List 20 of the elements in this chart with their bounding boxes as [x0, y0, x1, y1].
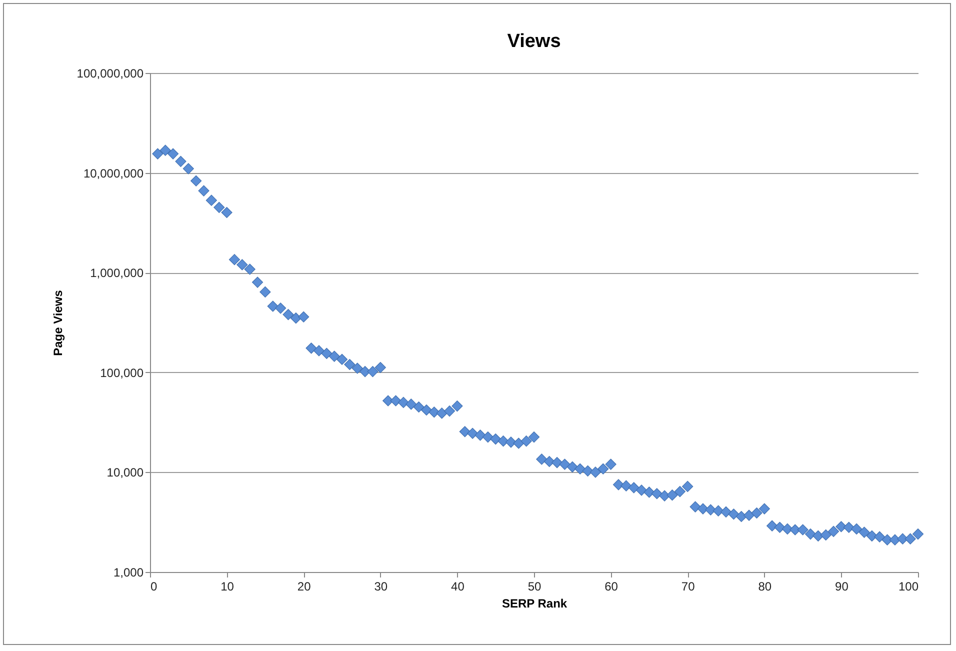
y-tick-label: 100,000: [100, 366, 144, 380]
x-tick-label: 30: [374, 580, 388, 594]
x-tick-label: 90: [835, 580, 849, 594]
x-axis-title: SERP Rank: [502, 596, 568, 610]
y-tick-label: 10,000: [106, 466, 144, 480]
x-tick-label: 10: [220, 580, 234, 594]
x-tick-label: 60: [604, 580, 618, 594]
y-tick-label: 1,000: [113, 566, 144, 580]
x-tick-label: 40: [451, 580, 465, 594]
x-tick-label: 80: [758, 580, 772, 594]
y-tick-label: 1,000,000: [90, 266, 144, 280]
chart-title: Views: [507, 31, 561, 52]
x-tick-label: 0: [150, 580, 158, 594]
x-tick-label: 70: [681, 580, 696, 594]
y-axis-title: Page Views: [50, 290, 65, 356]
x-tick-label: 20: [297, 580, 312, 594]
x-tick-label: 50: [528, 580, 542, 594]
y-tick-label: 10,000,000: [83, 166, 144, 180]
x-tick-label: 100: [898, 580, 919, 594]
y-tick-label: 100,000,000: [76, 66, 144, 80]
